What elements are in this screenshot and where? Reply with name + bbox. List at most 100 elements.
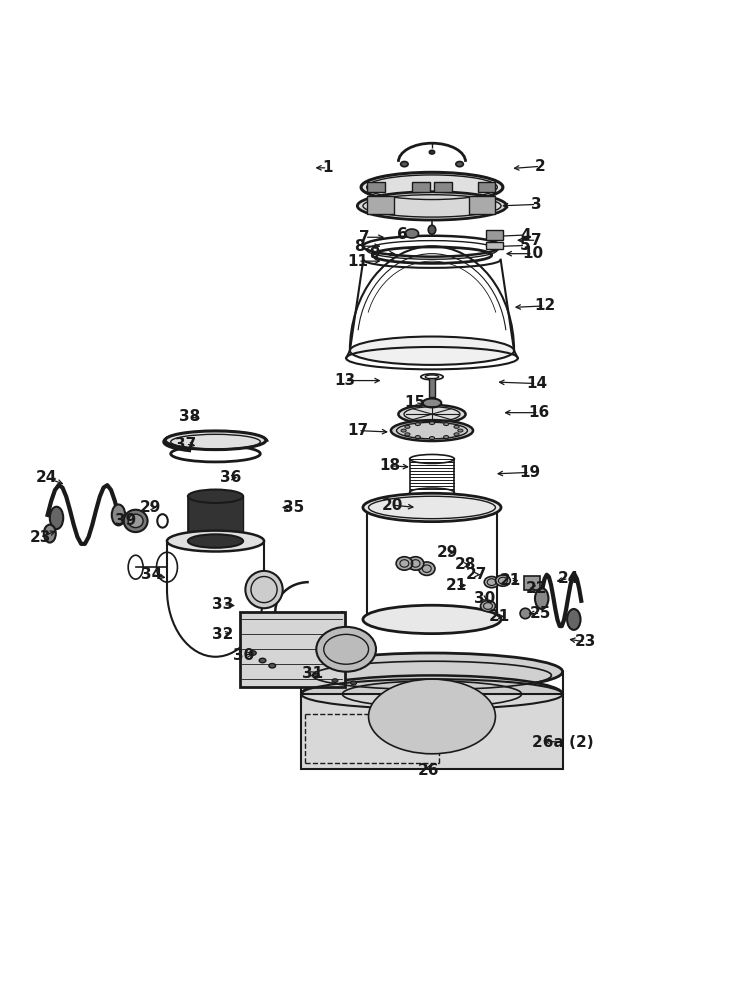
Text: 7: 7: [531, 233, 541, 248]
Ellipse shape: [481, 600, 496, 612]
Bar: [367, 182, 385, 192]
Ellipse shape: [50, 507, 63, 529]
Text: 21: 21: [500, 573, 521, 588]
Bar: [302, 694, 562, 769]
Text: 37: 37: [175, 437, 196, 452]
Bar: [412, 182, 429, 192]
Ellipse shape: [401, 161, 408, 167]
Text: 3: 3: [531, 197, 541, 212]
Ellipse shape: [112, 504, 125, 525]
Ellipse shape: [188, 534, 243, 548]
Text: 15: 15: [405, 395, 426, 410]
Text: 23: 23: [29, 530, 51, 545]
Ellipse shape: [363, 605, 501, 634]
Ellipse shape: [317, 627, 376, 672]
Text: 30: 30: [474, 591, 495, 606]
Text: 10: 10: [522, 246, 543, 261]
Polygon shape: [188, 496, 243, 541]
Ellipse shape: [405, 425, 410, 428]
Ellipse shape: [368, 679, 496, 754]
Ellipse shape: [302, 653, 562, 690]
Text: 21: 21: [446, 578, 467, 593]
Text: 25: 25: [529, 606, 551, 621]
Ellipse shape: [415, 423, 420, 426]
Ellipse shape: [314, 674, 320, 677]
Ellipse shape: [350, 337, 514, 365]
Ellipse shape: [429, 150, 435, 154]
Text: 16: 16: [528, 405, 550, 420]
Text: 26a (2): 26a (2): [532, 735, 593, 750]
Text: 35: 35: [284, 500, 305, 515]
Text: 29: 29: [140, 500, 161, 515]
Ellipse shape: [444, 436, 449, 439]
Text: 34: 34: [141, 567, 162, 582]
Bar: [487, 230, 503, 240]
Bar: [524, 576, 540, 590]
Ellipse shape: [399, 405, 465, 423]
Text: 22: 22: [526, 581, 547, 596]
Ellipse shape: [454, 433, 459, 436]
Ellipse shape: [429, 422, 435, 425]
Ellipse shape: [444, 423, 449, 426]
Bar: [429, 378, 435, 397]
Ellipse shape: [405, 433, 410, 436]
Ellipse shape: [188, 490, 243, 503]
Text: 4: 4: [520, 228, 531, 243]
Text: 29: 29: [437, 545, 459, 560]
Text: 21: 21: [489, 609, 510, 624]
Text: 12: 12: [534, 298, 555, 313]
Text: 36: 36: [220, 470, 241, 485]
Ellipse shape: [167, 531, 264, 552]
Ellipse shape: [396, 557, 413, 570]
Text: 18: 18: [379, 458, 400, 473]
Text: 17: 17: [347, 423, 368, 438]
Bar: [240, 612, 344, 687]
Ellipse shape: [429, 437, 435, 440]
Text: 31: 31: [302, 666, 323, 681]
Ellipse shape: [423, 398, 441, 407]
Bar: [487, 242, 503, 249]
Text: 5: 5: [520, 238, 531, 253]
Ellipse shape: [245, 571, 283, 608]
Text: 9: 9: [369, 246, 380, 261]
Ellipse shape: [520, 608, 530, 619]
Ellipse shape: [363, 493, 501, 522]
Text: 11: 11: [347, 254, 368, 269]
Text: 23: 23: [575, 634, 596, 649]
Text: 33: 33: [212, 597, 234, 612]
Ellipse shape: [361, 172, 503, 202]
Text: 7: 7: [359, 230, 370, 245]
Ellipse shape: [484, 577, 499, 588]
Bar: [468, 196, 496, 214]
Ellipse shape: [269, 663, 275, 668]
Ellipse shape: [535, 588, 548, 609]
Text: 26: 26: [417, 763, 439, 778]
Ellipse shape: [165, 431, 266, 450]
Ellipse shape: [391, 420, 473, 441]
Text: 27: 27: [465, 567, 487, 582]
Text: 28: 28: [455, 557, 476, 572]
Ellipse shape: [350, 681, 356, 685]
Text: 8: 8: [354, 239, 365, 254]
Bar: [478, 182, 496, 192]
Text: 14: 14: [526, 376, 547, 391]
Bar: [429, 403, 434, 412]
Ellipse shape: [419, 562, 435, 575]
Text: 20: 20: [382, 498, 403, 513]
Ellipse shape: [408, 557, 424, 570]
Ellipse shape: [128, 514, 143, 528]
Ellipse shape: [250, 651, 256, 655]
Text: 38: 38: [179, 409, 200, 424]
Text: 6: 6: [397, 227, 408, 242]
Ellipse shape: [332, 679, 338, 683]
Text: 1: 1: [322, 160, 332, 175]
Text: 13: 13: [334, 373, 355, 388]
Ellipse shape: [567, 609, 581, 630]
Ellipse shape: [458, 429, 463, 432]
Ellipse shape: [454, 425, 459, 428]
Bar: [367, 196, 394, 214]
Ellipse shape: [259, 658, 266, 663]
Bar: [434, 182, 452, 192]
Ellipse shape: [415, 436, 420, 439]
Ellipse shape: [302, 675, 562, 713]
